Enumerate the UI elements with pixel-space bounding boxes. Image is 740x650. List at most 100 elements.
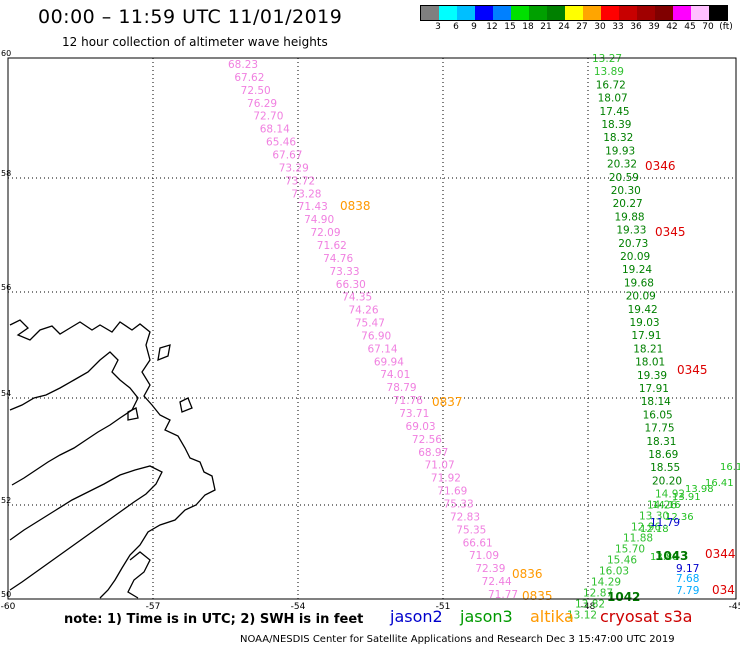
wave-height-value: 67.62 xyxy=(234,72,264,84)
wave-height-value: 13.98 xyxy=(685,484,714,495)
wave-height-value: 74.90 xyxy=(304,214,334,226)
wave-height-value: 73.72 xyxy=(285,175,315,187)
colorbar-label: 18 xyxy=(522,22,534,32)
colorbar-label: 30 xyxy=(594,22,606,32)
time-label: 0838 xyxy=(340,199,371,213)
colorbar-swatch xyxy=(637,6,655,20)
wave-height-value: 18.55 xyxy=(650,462,680,474)
satellite-jason2: jason2 xyxy=(390,607,443,626)
wave-height-value: 72.09 xyxy=(310,227,340,239)
wave-height-value: 72.83 xyxy=(450,511,480,523)
wave-height-value: 66.61 xyxy=(463,537,493,549)
colorbar-swatch xyxy=(511,6,529,20)
colorbar-label: 3 xyxy=(435,22,441,32)
wave-height-value: 68.97 xyxy=(418,447,448,459)
wave-height-value: 16.05 xyxy=(643,409,673,421)
wave-height-value: 68.14 xyxy=(260,124,290,136)
wave-height-value: 67.67 xyxy=(272,149,302,161)
lon-label: -48 xyxy=(581,602,596,612)
wave-height-value: 19.39 xyxy=(637,370,667,382)
lon-label: -51 xyxy=(436,602,451,612)
wave-height-value: 16.41 xyxy=(705,478,734,489)
wave-height-value: 20.59 xyxy=(609,172,639,184)
wave-height-value: 71.62 xyxy=(317,240,347,252)
wave-height-value: 19.68 xyxy=(624,277,654,289)
colorbar-label: 24 xyxy=(558,22,570,32)
colorbar-label: 36 xyxy=(630,22,642,32)
time-label: 034 xyxy=(712,583,735,597)
time-label: 0345 xyxy=(677,363,708,377)
wave-height-value: 73.33 xyxy=(329,266,359,278)
wave-height-value: 19.03 xyxy=(630,317,660,329)
wave-height-value: 73.71 xyxy=(399,408,429,420)
wave-height-value: 20.27 xyxy=(613,198,643,210)
wave-height-value: 73.28 xyxy=(291,188,321,200)
lon-label: -60 xyxy=(1,602,16,612)
wave-height-value: 9.17 xyxy=(676,563,699,575)
wave-height-value: 13.91 xyxy=(672,492,701,503)
wave-height-value: 18.32 xyxy=(603,132,633,144)
wave-height-value: 76.29 xyxy=(247,98,277,110)
wave-height-value: 71.09 xyxy=(469,550,499,562)
wave-height-value: 72.50 xyxy=(241,85,271,97)
wave-height-value: 14.26 xyxy=(647,500,677,512)
colorbar-label: 21 xyxy=(540,22,552,32)
wave-height-value: 16.72 xyxy=(596,79,626,91)
time-label: 0345 xyxy=(655,225,686,239)
wave-height-value: 7.68 xyxy=(676,573,699,585)
satellite-jason3: jason3 xyxy=(460,607,513,626)
wave-height-value: 71.07 xyxy=(425,460,455,472)
wave-height-value: 19.33 xyxy=(616,225,646,237)
wave-height-value: 12.18 xyxy=(640,524,669,535)
colorbar-labels: 3 6 9 12 15 18 21 24 27 30 33 36 39 42 45 70 (ft) xyxy=(420,22,740,36)
wave-height-value: 74.01 xyxy=(380,369,410,381)
wave-height-value: 15.46 xyxy=(607,555,637,567)
lat-label: 56 xyxy=(1,283,11,292)
wave-height-value: 16.1 xyxy=(720,462,740,473)
colorbar-swatch xyxy=(709,6,727,20)
colorbar-swatch xyxy=(565,6,583,20)
wave-height-value: 12.96 xyxy=(631,522,661,534)
wave-height-value: 17.45 xyxy=(600,106,630,118)
colorbar-label: 39 xyxy=(648,22,660,32)
wave-height-value: 20.30 xyxy=(611,185,641,197)
wave-height-value: 20.32 xyxy=(607,159,637,171)
wave-height-value: 12.87 xyxy=(583,588,613,600)
wave-height-value: 20.20 xyxy=(652,475,682,487)
wave-height-value: 74.26 xyxy=(348,305,378,317)
wave-height-value: 71.43 xyxy=(298,201,328,213)
wave-height-value: 13.88 xyxy=(650,552,679,563)
colorbar-swatch xyxy=(655,6,673,20)
wave-height-value: 14.92 xyxy=(655,489,685,501)
map-frame xyxy=(7,57,737,600)
wave-height-value: 18.14 xyxy=(641,396,671,408)
wave-height-value: 18.69 xyxy=(648,449,678,461)
wave-height-value: 12.36 xyxy=(665,512,694,523)
time-label: 1042 xyxy=(607,590,640,604)
wave-height-value: 66.30 xyxy=(336,279,366,291)
wave-height-value: 20.09 xyxy=(626,291,656,303)
wave-height-value: 72.56 xyxy=(412,434,442,446)
satellite-cryosat: cryosat s3a xyxy=(600,607,693,626)
wave-height-value: 72.44 xyxy=(482,576,512,588)
colorbar-swatch xyxy=(457,6,475,20)
colorbar-swatch xyxy=(493,6,511,20)
colorbar-swatch xyxy=(601,6,619,20)
lat-label: 54 xyxy=(1,389,11,398)
wave-height-value: 72.39 xyxy=(475,563,505,575)
wave-height-value: 19.93 xyxy=(605,145,635,157)
colorbar-label: 12 xyxy=(486,22,498,32)
wave-height-value: 67.14 xyxy=(368,343,398,355)
wave-height-value: 72.70 xyxy=(253,111,283,123)
wave-height-value: 19.24 xyxy=(622,264,652,276)
wave-height-value: 14.29 xyxy=(591,577,621,589)
notes-text: note: 1) Time is in UTC; 2) SWH is in fe… xyxy=(64,612,364,627)
lat-label: 60 xyxy=(1,49,11,58)
colorbar-label: 15 xyxy=(504,22,516,32)
colorbar-swatch xyxy=(673,6,691,20)
wave-height-value: 76.90 xyxy=(361,330,391,342)
coastline xyxy=(9,319,216,599)
wave-height-value: 11.79 xyxy=(650,517,680,529)
wave-height-value: 14.16 xyxy=(652,500,681,511)
